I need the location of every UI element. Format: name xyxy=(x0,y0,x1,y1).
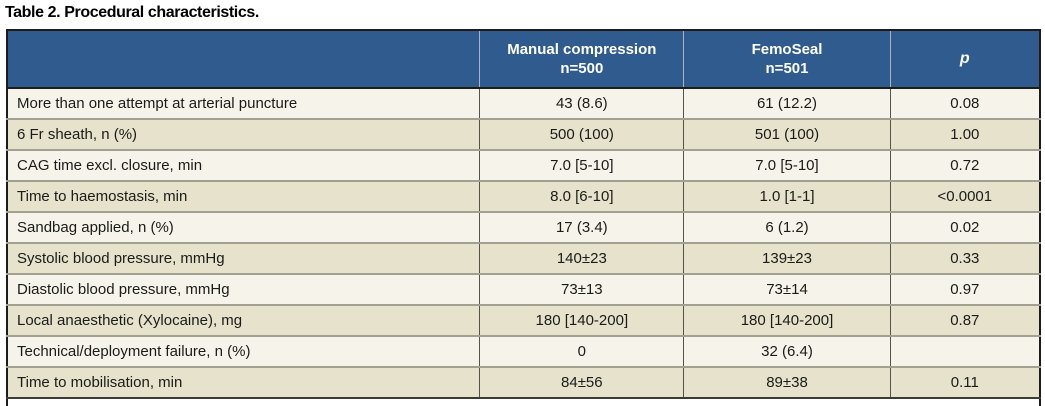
header-row: Manual compression n=500 FemoSeal n=501 … xyxy=(7,29,1040,89)
femoseal-value: 73±14 xyxy=(683,273,891,305)
column-header-line2: n=500 xyxy=(560,60,604,77)
column-header-line2: n=501 xyxy=(765,60,809,77)
table-footnote: Values are mean±1 SD, median [interquart… xyxy=(7,397,1040,406)
footnote-row: Values are mean±1 SD, median [interquart… xyxy=(7,397,1040,406)
table-row: Sandbag applied, n (%) 17 (3.4) 6 (1.2) … xyxy=(7,211,1040,243)
manual-compression-value: 43 (8.6) xyxy=(479,88,684,119)
row-label: Technical/deployment failure, n (%) xyxy=(7,335,480,367)
p-value: 1.00 xyxy=(889,118,1040,150)
table-title: Table 2. Procedural characteristics. xyxy=(5,4,259,21)
p-value: 0.11 xyxy=(889,366,1040,398)
row-label: Sandbag applied, n (%) xyxy=(7,211,480,243)
table-row: More than one attempt at arterial punctu… xyxy=(7,88,1040,119)
procedural-characteristics-table: Manual compression n=500 FemoSeal n=501 … xyxy=(6,29,1041,406)
p-value: <0.0001 xyxy=(889,180,1040,212)
p-value: 0.87 xyxy=(889,304,1040,336)
manual-compression-value: 17 (3.4) xyxy=(479,211,684,243)
table-row: CAG time excl. closure, min 7.0 [5-10] 7… xyxy=(7,149,1040,181)
p-value: 0.72 xyxy=(889,149,1040,181)
manual-compression-value: 500 (100) xyxy=(479,118,684,150)
table-row: 6 Fr sheath, n (%) 500 (100) 501 (100) 1… xyxy=(7,118,1040,150)
manual-compression-value: 180 [140-200] xyxy=(479,304,684,336)
row-label: CAG time excl. closure, min xyxy=(7,149,480,181)
femoseal-value: 6 (1.2) xyxy=(683,211,891,243)
table-row: Time to haemostasis, min 8.0 [6-10] 1.0 … xyxy=(7,180,1040,212)
femoseal-value: 89±38 xyxy=(683,366,891,398)
column-header-empty xyxy=(7,29,480,89)
row-label: 6 Fr sheath, n (%) xyxy=(7,118,480,150)
manual-compression-value: 7.0 [5-10] xyxy=(479,149,684,181)
manual-compression-value: 73±13 xyxy=(479,273,684,305)
femoseal-value: 1.0 [1-1] xyxy=(683,180,891,212)
row-label: Local anaesthetic (Xylocaine), mg xyxy=(7,304,480,336)
column-header-femoseal: FemoSeal n=501 xyxy=(683,29,891,89)
manual-compression-value: 0 xyxy=(479,335,684,367)
column-header-line1: FemoSeal xyxy=(751,40,823,58)
femoseal-value: 61 (12.2) xyxy=(683,88,891,119)
p-value xyxy=(889,335,1040,367)
column-header-line1: Manual compression xyxy=(507,40,657,58)
femoseal-value: 32 (6.4) xyxy=(683,335,891,367)
row-label: More than one attempt at arterial punctu… xyxy=(7,88,480,119)
femoseal-value: 501 (100) xyxy=(683,118,891,150)
row-label: Diastolic blood pressure, mmHg xyxy=(7,273,480,305)
row-label: Time to mobilisation, min xyxy=(7,366,480,398)
p-value: 0.08 xyxy=(889,88,1040,119)
column-header-p-value: p xyxy=(889,29,1040,89)
table-row: Local anaesthetic (Xylocaine), mg 180 [1… xyxy=(7,304,1040,336)
table-body: More than one attempt at arterial punctu… xyxy=(7,88,1040,398)
table-row: Technical/deployment failure, n (%) 0 32… xyxy=(7,335,1040,367)
femoseal-value: 180 [140-200] xyxy=(683,304,891,336)
table-footer: Values are mean±1 SD, median [interquart… xyxy=(7,397,1040,406)
table-row: Diastolic blood pressure, mmHg 73±13 73±… xyxy=(7,273,1040,305)
row-label: Systolic blood pressure, mmHg xyxy=(7,242,480,274)
femoseal-value: 139±23 xyxy=(683,242,891,274)
table-row: Systolic blood pressure, mmHg 140±23 139… xyxy=(7,242,1040,274)
femoseal-value: 7.0 [5-10] xyxy=(683,149,891,181)
manual-compression-value: 8.0 [6-10] xyxy=(479,180,684,212)
table-row: Time to mobilisation, min 84±56 89±38 0.… xyxy=(7,366,1040,398)
table-header: Manual compression n=500 FemoSeal n=501 … xyxy=(7,29,1040,89)
p-value: 0.97 xyxy=(889,273,1040,305)
column-header-manual-compression: Manual compression n=500 xyxy=(479,29,684,89)
p-value: 0.02 xyxy=(889,211,1040,243)
manual-compression-value: 84±56 xyxy=(479,366,684,398)
manual-compression-value: 140±23 xyxy=(479,242,684,274)
p-value: 0.33 xyxy=(889,242,1040,274)
row-label: Time to haemostasis, min xyxy=(7,180,480,212)
